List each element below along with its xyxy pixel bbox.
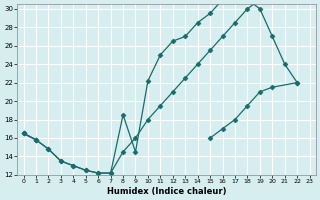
X-axis label: Humidex (Indice chaleur): Humidex (Indice chaleur) bbox=[107, 187, 226, 196]
